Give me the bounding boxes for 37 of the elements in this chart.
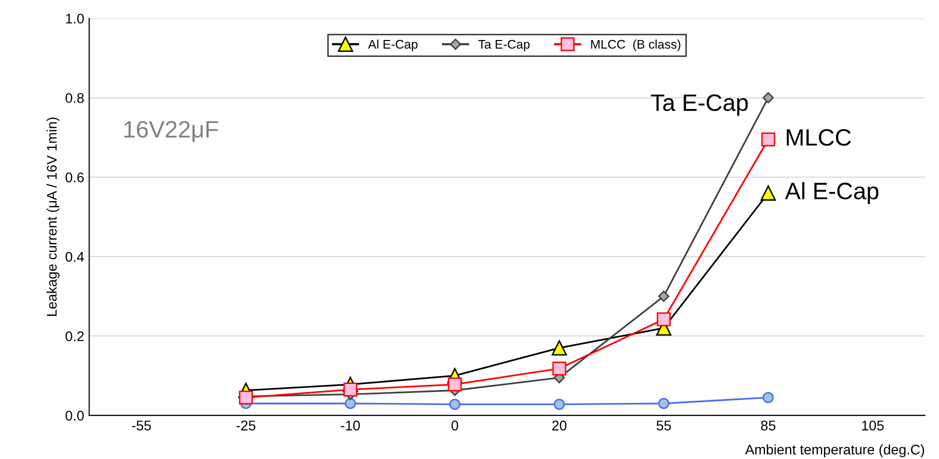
annotation: 16V22μF bbox=[124, 120, 218, 142]
x-tick-label: 0 bbox=[452, 420, 458, 430]
x-tick-label: 85 bbox=[761, 420, 776, 430]
point bbox=[552, 362, 566, 376]
x-tick-label: -55 bbox=[132, 420, 151, 430]
point bbox=[343, 382, 358, 397]
point bbox=[448, 377, 462, 392]
point bbox=[658, 290, 670, 302]
point bbox=[344, 398, 356, 410]
y-tick-label: 0.4 bbox=[66, 252, 84, 262]
x-tick-label: 20 bbox=[552, 420, 566, 430]
x-axis-title: Ambient temperature (deg.C) bbox=[745, 444, 924, 458]
point bbox=[762, 392, 774, 404]
x-tick-label: -10 bbox=[340, 420, 360, 430]
point bbox=[656, 312, 671, 326]
point bbox=[761, 132, 776, 146]
point bbox=[762, 92, 774, 104]
y-tick-label: 0.6 bbox=[66, 172, 84, 182]
y-tick-label: 0.2 bbox=[66, 331, 84, 342]
point bbox=[760, 185, 776, 201]
x-tick-label: 55 bbox=[656, 420, 671, 430]
x-tick-label: -25 bbox=[236, 420, 256, 430]
point bbox=[554, 398, 565, 410]
x-tick-label: 105 bbox=[862, 420, 884, 430]
point bbox=[658, 398, 670, 410]
point bbox=[552, 340, 567, 356]
annotation: Al E-Cap bbox=[784, 182, 878, 204]
y-tick-label: 0.0 bbox=[66, 410, 84, 421]
y-tick-label: 0.8 bbox=[66, 93, 84, 103]
annotation: MLCC bbox=[786, 129, 851, 146]
y-tick-label: 1.0 bbox=[66, 14, 84, 24]
annotation: Ta E-Cap bbox=[650, 94, 748, 116]
legend-label: MLCC (B class) bbox=[591, 40, 680, 52]
y-axis-title: Leakage current (μA / 16V 1min) bbox=[46, 118, 60, 316]
legend-label: Al E-Cap bbox=[368, 40, 418, 52]
legend-label: Ta E-Cap bbox=[478, 40, 530, 52]
point bbox=[449, 398, 460, 410]
